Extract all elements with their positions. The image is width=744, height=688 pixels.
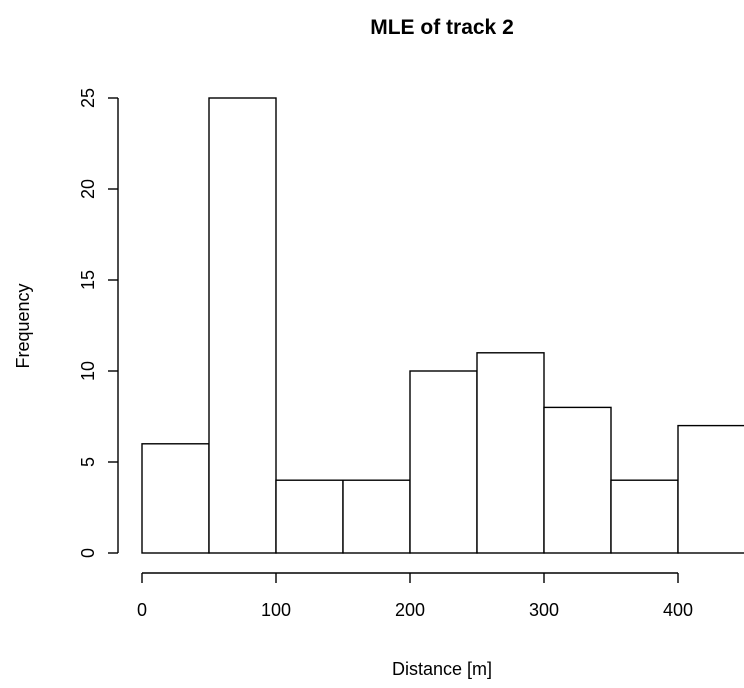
bars-group bbox=[141, 97, 744, 554]
y-tick-label: 10 bbox=[78, 361, 98, 381]
y-axis: 0 5 10 15 20 25 bbox=[78, 88, 119, 558]
x-tick-label: 400 bbox=[663, 600, 693, 620]
x-axis: 0 100 200 300 400 bbox=[137, 572, 693, 620]
histogram-bar bbox=[409, 370, 478, 554]
histogram-bar bbox=[677, 424, 744, 554]
histogram-bar bbox=[141, 443, 210, 554]
x-tick-label: 200 bbox=[395, 600, 425, 620]
x-tick-label: 0 bbox=[137, 600, 147, 620]
chart-title: MLE of track 2 bbox=[370, 16, 514, 39]
histogram-bar bbox=[208, 97, 277, 554]
histogram-bar bbox=[610, 479, 679, 554]
y-tick-label: 20 bbox=[78, 179, 98, 199]
x-tick-label: 300 bbox=[529, 600, 559, 620]
y-tick-label: 5 bbox=[78, 457, 98, 467]
x-tick-label: 100 bbox=[261, 600, 291, 620]
histogram-bar bbox=[476, 352, 545, 554]
y-tick-label: 0 bbox=[78, 548, 98, 558]
histogram-bar bbox=[543, 406, 612, 554]
y-tick-label: 25 bbox=[78, 88, 98, 108]
y-axis-label: Frequency bbox=[13, 283, 33, 368]
y-tick-label: 15 bbox=[78, 270, 98, 290]
x-axis-label: Distance [m] bbox=[392, 659, 492, 679]
histogram-bar bbox=[275, 479, 344, 554]
histogram-bar bbox=[342, 479, 411, 554]
